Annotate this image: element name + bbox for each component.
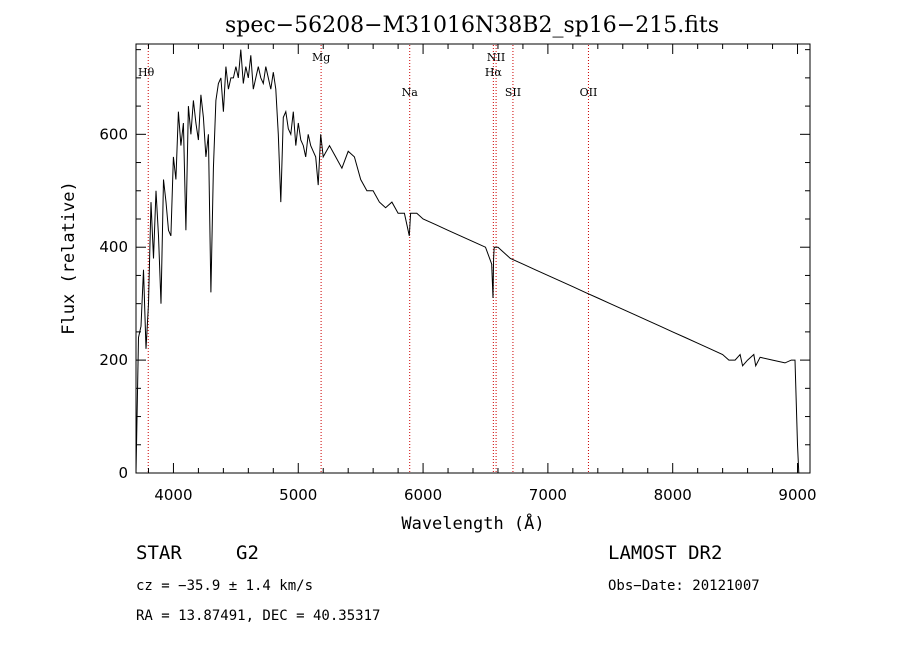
plot-frame [135,43,811,474]
x-tick-label: 5000 [279,486,317,504]
object-class: STAR [136,542,182,564]
spectrum-series-line [135,49,800,474]
observation-date: Obs−Date: 20121007 [608,578,760,594]
spectral-line-label: Hθ [138,66,155,79]
axis-tick-labels: 4000 5000 6000 7000 8000 9000 0 200 400 600 [99,125,816,504]
x-tick-label: 7000 [529,486,567,504]
x-tick-label: 4000 [154,486,192,504]
y-tick-label: 200 [99,351,128,369]
axis-ticks [136,44,810,474]
spectral-line-label: SII [505,86,521,99]
x-tick-label: 9000 [778,486,816,504]
y-tick-label: 400 [99,238,128,256]
spectral-subclass: G2 [236,542,259,564]
survey-name: LAMOST DR2 [608,542,722,564]
x-tick-label: 6000 [404,486,442,504]
y-tick-label: 600 [99,125,128,143]
spectral-line-label: Mg [312,51,330,64]
spectral-line-label: Na [402,86,419,99]
y-axis-label: Flux (relative) [59,181,79,335]
x-tick-label: 8000 [654,486,692,504]
spectral-line-label: Hα [485,66,503,79]
spectral-line-label: NII [487,51,505,64]
x-axis-label: Wavelength (Å) [401,512,544,534]
y-tick-label: 0 [118,464,128,482]
spectral-line-label: OII [580,86,598,99]
redshift-value: cz = −35.9 ± 1.4 km/s [136,578,313,594]
sky-coordinates: RA = 13.87491, DEC = 40.35317 [136,608,380,624]
chart-title: spec−56208−M31016N38B2_sp16−215.fits [225,13,719,38]
